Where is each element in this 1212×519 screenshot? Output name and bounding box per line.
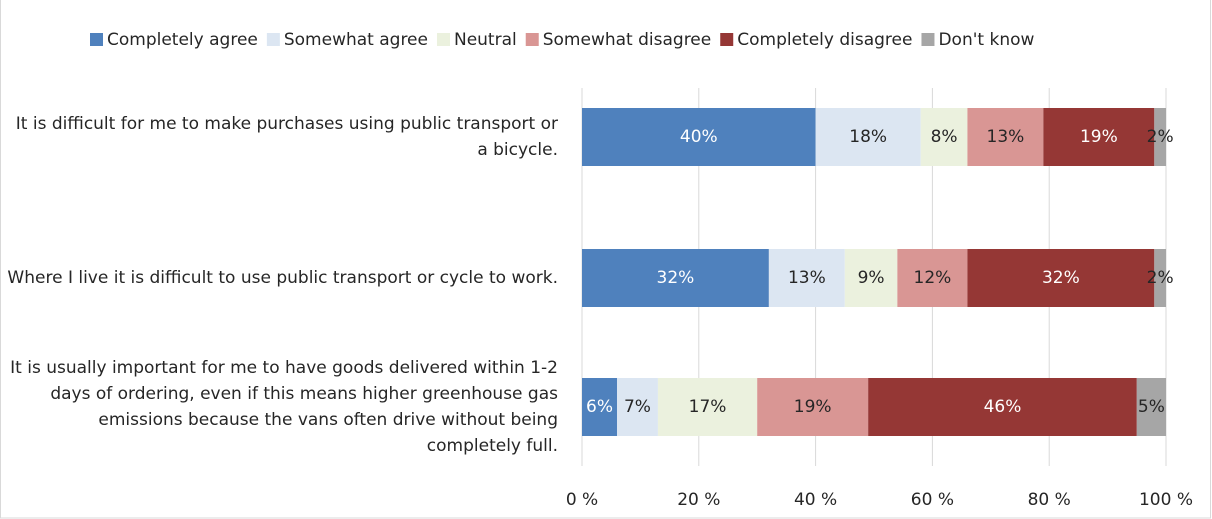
data-label: 2%: [1147, 268, 1174, 288]
bar-segment: [844, 249, 898, 307]
data-label: 32%: [657, 268, 695, 288]
legend-label: Don't know: [938, 30, 1034, 50]
x-tick-label: 100 %: [1139, 490, 1193, 510]
data-label: 2%: [1147, 127, 1174, 147]
bar-segment: [1154, 249, 1166, 307]
bar-segment: [582, 249, 769, 307]
bar-segment: [582, 378, 618, 436]
bar-segment: [768, 249, 845, 307]
data-label: 17%: [689, 397, 727, 417]
data-label: 46%: [984, 397, 1022, 417]
legend-label: Completely agree: [107, 30, 258, 50]
data-label: 7%: [624, 397, 651, 417]
bar-segment: [967, 249, 1155, 307]
x-tick-label: 20 %: [677, 490, 720, 510]
data-label: 5%: [1138, 397, 1165, 417]
bar-segment: [617, 378, 658, 436]
legend-swatch: [525, 33, 539, 46]
data-label: 19%: [1080, 127, 1118, 147]
bar-segment: [657, 378, 758, 436]
bar-segment: [1136, 378, 1166, 436]
legend-label: Neutral: [454, 30, 517, 50]
category-label: It is difficult for me to make purchases…: [15, 114, 558, 160]
data-label: 40%: [680, 127, 718, 147]
legend-swatch: [921, 33, 935, 46]
category-label: Where I live it is difficult to use publ…: [7, 268, 558, 288]
data-label: 6%: [586, 397, 613, 417]
data-label: 19%: [794, 397, 832, 417]
data-label: 12%: [914, 268, 952, 288]
legend-swatch: [720, 33, 734, 46]
data-label: 8%: [931, 127, 958, 147]
x-tick-label: 0 %: [566, 490, 598, 510]
bar-segment: [1043, 108, 1155, 166]
legend-label: Somewhat agree: [284, 30, 428, 50]
data-label: 13%: [788, 268, 826, 288]
category-label: It is usually important for me to have g…: [10, 358, 558, 456]
legend-swatch: [90, 33, 103, 46]
legend-swatch: [266, 33, 280, 46]
bar-segment: [815, 108, 921, 166]
bar-segment: [757, 378, 869, 436]
data-label: 32%: [1042, 268, 1080, 288]
legend-swatch: [436, 33, 450, 46]
data-label: 18%: [849, 127, 887, 147]
data-label: 13%: [987, 127, 1025, 147]
x-tick-label: 60 %: [911, 490, 954, 510]
legend-label: Somewhat disagree: [543, 30, 712, 50]
bar-segment: [1154, 108, 1166, 166]
bar-segment: [967, 108, 1044, 166]
x-tick-label: 80 %: [1028, 490, 1071, 510]
bar-segment: [920, 108, 968, 166]
data-label: 9%: [858, 268, 885, 288]
bar-segment: [582, 108, 816, 166]
bar-segment: [897, 249, 968, 307]
x-tick-label: 40 %: [794, 490, 837, 510]
bar-segment: [868, 378, 1137, 436]
legend-label: Completely disagree: [737, 30, 912, 50]
